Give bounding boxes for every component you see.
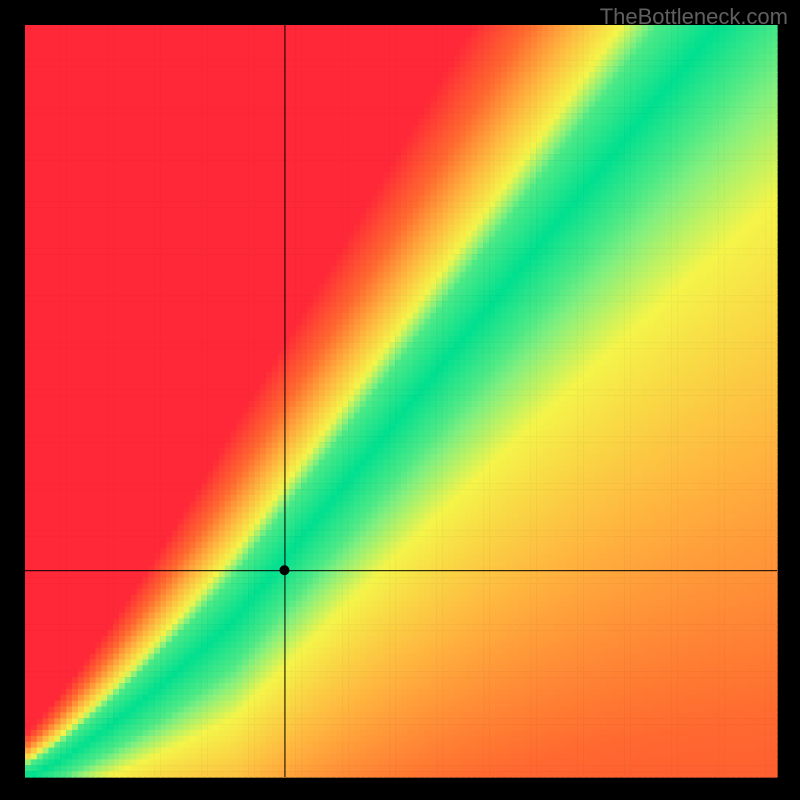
bottleneck-chart-container: TheBottleneck.com <box>0 0 800 800</box>
heatmap-canvas <box>0 0 800 800</box>
watermark-source: TheBottleneck.com <box>600 4 788 30</box>
